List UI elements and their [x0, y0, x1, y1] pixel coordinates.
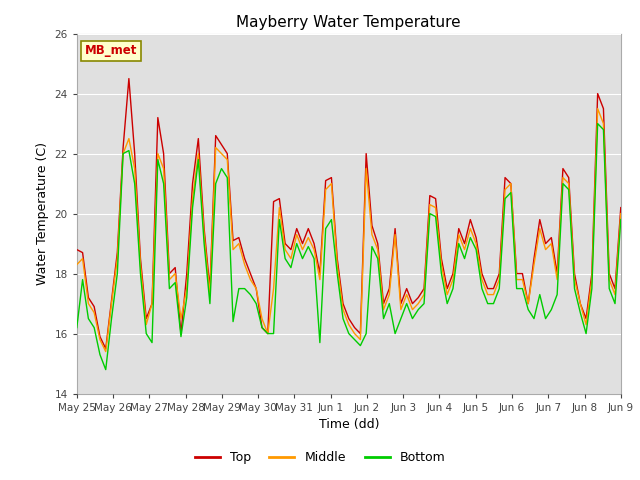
Title: Mayberry Water Temperature: Mayberry Water Temperature — [237, 15, 461, 30]
Legend: Top, Middle, Bottom: Top, Middle, Bottom — [189, 446, 451, 469]
Text: MB_met: MB_met — [85, 44, 138, 58]
Y-axis label: Water Temperature (C): Water Temperature (C) — [36, 142, 49, 285]
X-axis label: Time (dd): Time (dd) — [319, 418, 379, 431]
